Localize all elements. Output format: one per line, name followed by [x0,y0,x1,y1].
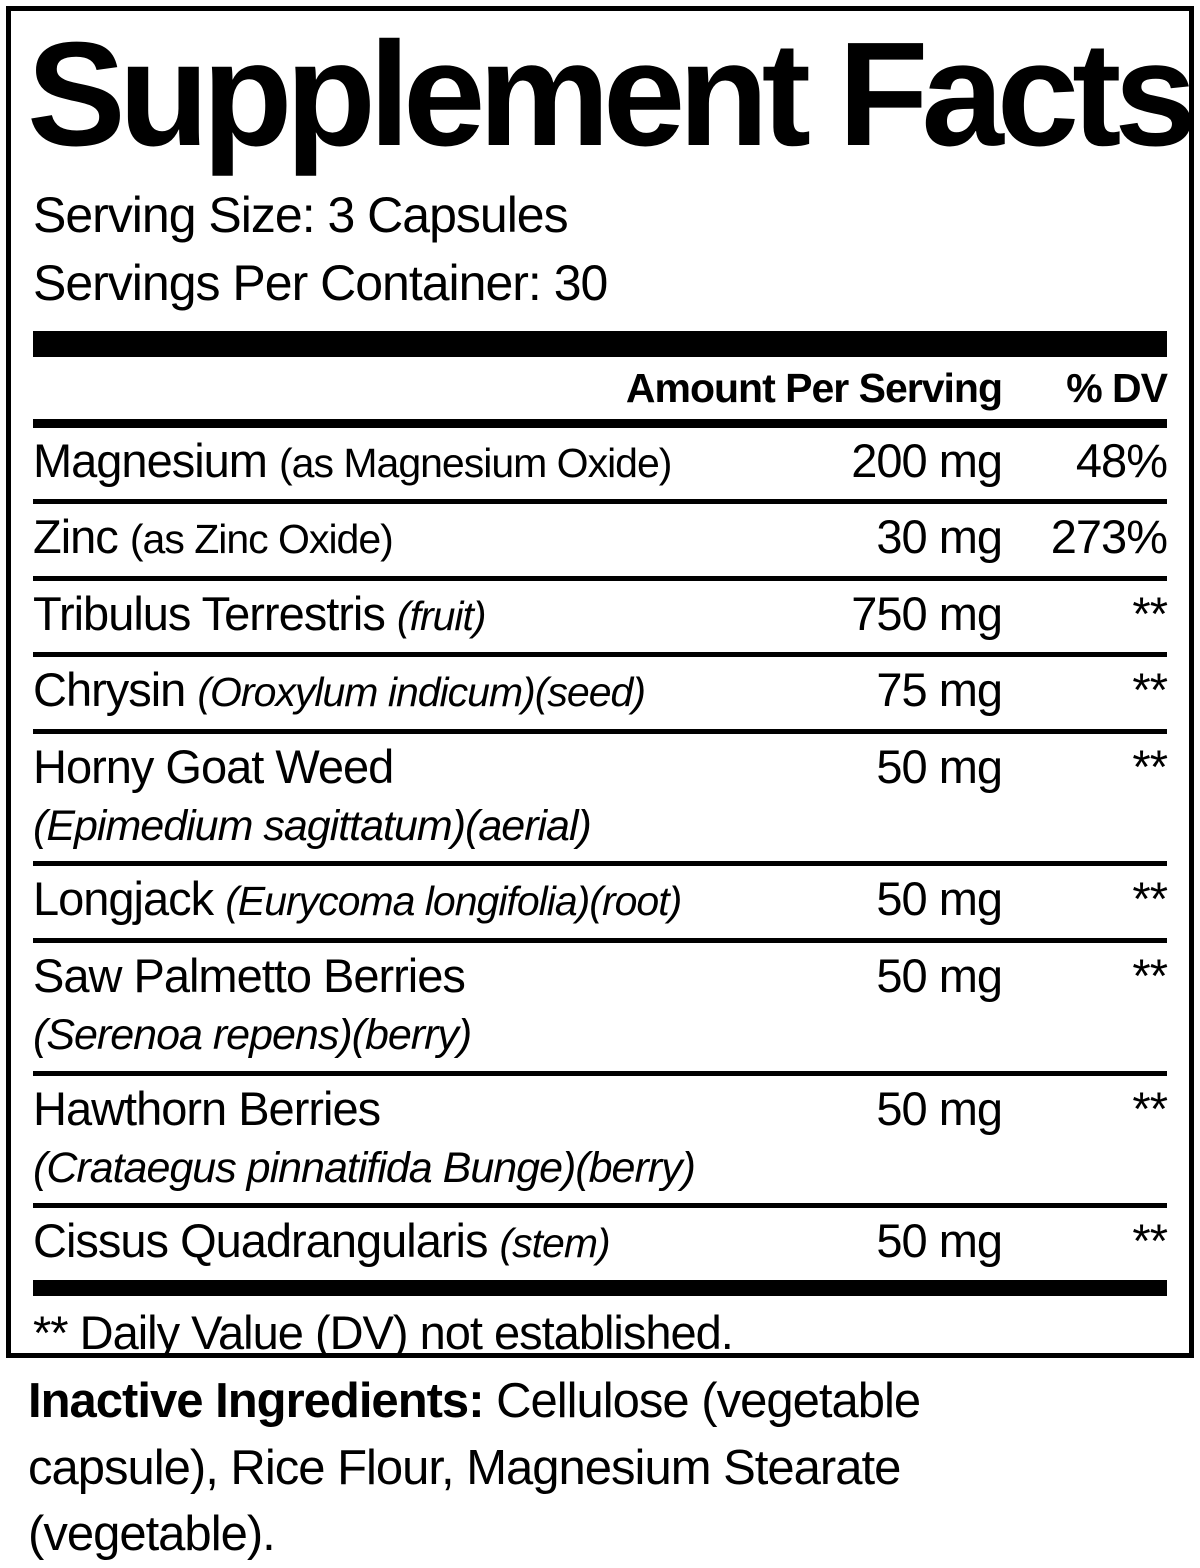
table-row: Tribulus Terrestris (fruit) 750 mg ** [33,581,1168,658]
table-row-main-line: Magnesium (as Magnesium Oxide) 200 mg 48… [33,433,1168,489]
dv-value: ** [1132,739,1168,793]
ingredient-note: (stem) [499,1220,611,1267]
ingredient-name-cell: Magnesium (as Magnesium Oxide) [33,433,772,489]
ingredient-name-cell: Zinc (as Zinc Oxide) [33,509,772,565]
inactive-ingredients: Inactive Ingredients: Cellulose (vegetab… [28,1368,1103,1568]
table-row: Longjack (Eurycoma longifolia)(root) 50 … [33,866,1168,943]
servings-per-container: Servings Per Container: 30 [33,255,608,311]
ingredient-name: Tribulus Terrestris [33,586,386,640]
ingredient-note: (Oroxylum indicum)(seed) [197,669,646,716]
ingredient-name: Saw Palmetto Berries [33,948,466,1002]
dv-value: 273% [1050,510,1168,564]
ingredient-note: (as Magnesium Oxide) [279,440,672,486]
amount-value: 50 mg [876,872,1003,926]
ingredient-note: (fruit) [396,592,487,639]
ingredient-name-cell: Horny Goat Weed [33,739,772,795]
serving-size: Serving Size: 3 Capsules [33,187,569,243]
supplement-facts-panel: Supplement Facts Serving Size: 3 Capsule… [6,6,1194,1358]
dv-value: ** [1132,1081,1168,1135]
header-rule [33,419,1167,428]
inactive-ingredients-text: Cellulose (vegetable capsule), Rice Flou… [28,1374,921,1562]
column-header-row: Amount Per Serving % DV [33,357,1168,419]
ingredient-name-cell: Saw Palmetto Berries [33,948,772,1004]
inactive-ingredients-label: Inactive Ingredients: [28,1374,485,1428]
table-row: Chrysin (Oroxylum indicum)(seed) 75 mg *… [33,657,1168,734]
amount-value: 30 mg [876,510,1003,564]
amount-per-serving-header: Amount Per Serving [625,365,1003,411]
table-row-main-line: Saw Palmetto Berries 50 mg ** [33,948,1168,1004]
dv-value: ** [1132,586,1168,640]
ingredient-name: Magnesium [33,434,268,487]
facts-table: Magnesium (as Magnesium Oxide) 200 mg 48… [33,428,1168,1280]
ingredient-name-cell: Cissus Quadrangularis (stem) [33,1213,772,1269]
dv-value: ** [1132,663,1168,717]
ingredient-name-cell: Tribulus Terrestris (fruit) [33,586,772,642]
ingredient-name: Hawthorn Berries [33,1081,381,1135]
dv-value: ** [1132,872,1168,926]
ingredient-name: Longjack [33,872,214,926]
amount-value: 50 mg [876,1081,1003,1135]
amount-value: 75 mg [876,663,1003,717]
dv-value: ** [1132,948,1168,1002]
table-row: Horny Goat Weed 50 mg ** (Epimedium sagi… [33,734,1168,867]
table-row: Magnesium (as Magnesium Oxide) 200 mg 48… [33,428,1168,505]
ingredient-note: (as Zinc Oxide) [129,516,394,563]
table-row-main-line: Cissus Quadrangularis (stem) 50 mg ** [33,1213,1168,1269]
ingredient-name-cell: Longjack (Eurycoma longifolia)(root) [33,871,772,927]
dv-header: % DV [1066,365,1168,411]
table-row: Saw Palmetto Berries 50 mg ** (Serenoa r… [33,943,1168,1076]
amount-value: 750 mg [851,586,1003,640]
ingredient-note: (Eurycoma longifolia)(root) [225,878,682,925]
amount-value: 50 mg [876,948,1003,1002]
separator-bar-bottom [33,1279,1167,1296]
ingredient-latin-name: (Epimedium sagittatum)(aerial) [33,801,592,850]
table-row-main-line: Longjack (Eurycoma longifolia)(root) 50 … [33,871,1168,927]
table-row-main-line: Zinc (as Zinc Oxide) 30 mg 273% [33,509,1168,565]
ingredient-name: Chrysin [33,663,186,717]
table-row: Hawthorn Berries 50 mg ** (Crataegus pin… [33,1076,1168,1209]
ingredient-name-cell: Hawthorn Berries [33,1081,772,1137]
dv-value: 48% [1075,434,1168,487]
panel-title: Supplement Facts [27,12,1190,177]
table-row: Cissus Quadrangularis (stem) 50 mg ** [33,1208,1168,1279]
serving-info: Serving Size: 3 Capsules Servings Per Co… [33,181,1167,317]
table-row-main-line: Chrysin (Oroxylum indicum)(seed) 75 mg *… [33,662,1168,718]
ingredient-latin-name: (Crataegus pinnatifida Bunge)(berry) [33,1144,696,1192]
ingredient-latin-name: (Serenoa repens)(berry) [33,1011,472,1060]
table-row-main-line: Horny Goat Weed 50 mg ** [33,739,1168,795]
table-row-main-line: Tribulus Terrestris (fruit) 750 mg ** [33,586,1168,642]
ingredient-name: Horny Goat Weed [33,739,394,793]
amount-value: 200 mg [851,434,1003,487]
ingredient-name: Cissus Quadrangularis [33,1214,488,1268]
ingredient-name-cell: Chrysin (Oroxylum indicum)(seed) [33,662,772,718]
amount-value: 50 mg [876,1214,1003,1268]
amount-value: 50 mg [876,739,1003,793]
table-row: Zinc (as Zinc Oxide) 30 mg 273% [33,504,1168,581]
ingredient-name: Zinc [33,510,119,564]
table-row-main-line: Hawthorn Berries 50 mg ** [33,1081,1168,1137]
dv-footnote: ** Daily Value (DV) not established. [33,1305,734,1358]
separator-bar-top [33,331,1167,357]
dv-value: ** [1132,1214,1168,1268]
